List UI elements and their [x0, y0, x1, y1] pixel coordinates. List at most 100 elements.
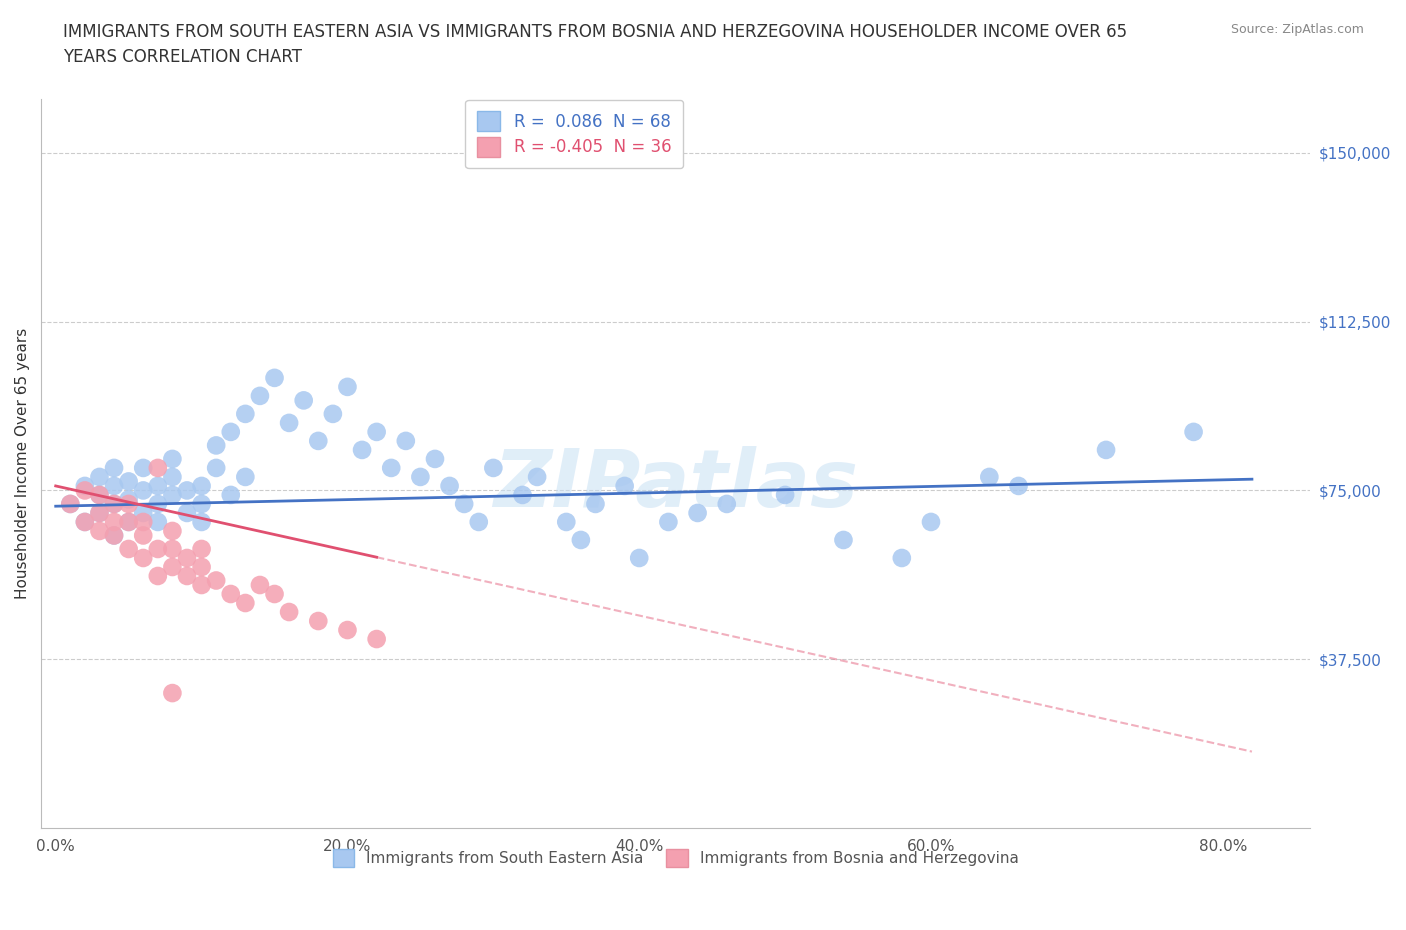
Point [190, 578, 212, 592]
Point [103, 460, 125, 475]
Point [263, 587, 285, 602]
Point [89, 524, 111, 538]
Point [278, 416, 301, 431]
Point [146, 568, 169, 583]
Point [773, 487, 796, 502]
Point [686, 506, 709, 521]
Point [205, 460, 228, 475]
Point [322, 406, 344, 421]
Point [657, 514, 679, 529]
Point [307, 433, 329, 448]
Point [716, 497, 738, 512]
Legend: Immigrants from South Eastern Asia, Immigrants from Bosnia and Herzegovina: Immigrants from South Eastern Asia, Immi… [321, 837, 1031, 879]
Point [526, 470, 548, 485]
Point [117, 474, 139, 489]
Point [146, 497, 169, 512]
Point [146, 460, 169, 475]
Point [162, 541, 184, 556]
Point [176, 551, 198, 565]
Point [205, 573, 228, 588]
Point [336, 622, 359, 637]
Point [352, 443, 374, 458]
Point [73, 514, 96, 529]
Point [979, 470, 1001, 485]
Point [117, 514, 139, 529]
Point [190, 560, 212, 575]
Point [89, 487, 111, 502]
Point [89, 487, 111, 502]
Point [162, 685, 184, 700]
Point [162, 524, 184, 538]
Point [292, 393, 315, 408]
Point [453, 497, 475, 512]
Point [395, 433, 418, 448]
Point [103, 497, 125, 512]
Point [132, 506, 155, 521]
Point [103, 528, 125, 543]
Point [132, 483, 155, 498]
Point [117, 514, 139, 529]
Point [219, 424, 242, 439]
Point [439, 479, 461, 494]
Point [468, 514, 491, 529]
Point [219, 487, 242, 502]
Text: IMMIGRANTS FROM SOUTH EASTERN ASIA VS IMMIGRANTS FROM BOSNIA AND HERZEGOVINA HOU: IMMIGRANTS FROM SOUTH EASTERN ASIA VS IM… [63, 23, 1128, 66]
Point [585, 497, 607, 512]
Point [89, 470, 111, 485]
Point [73, 483, 96, 498]
Point [249, 578, 271, 592]
Point [162, 451, 184, 466]
Point [162, 470, 184, 485]
Point [1182, 424, 1205, 439]
Point [73, 514, 96, 529]
Point [190, 479, 212, 494]
Point [307, 614, 329, 629]
Point [117, 492, 139, 507]
Point [190, 541, 212, 556]
Point [409, 470, 432, 485]
Point [249, 389, 271, 404]
Point [132, 551, 155, 565]
Point [132, 514, 155, 529]
Point [336, 379, 359, 394]
Point [146, 514, 169, 529]
Point [103, 514, 125, 529]
Point [380, 460, 402, 475]
Point [423, 451, 446, 466]
Point [512, 487, 534, 502]
Point [235, 470, 257, 485]
Point [176, 506, 198, 521]
Point [613, 479, 636, 494]
Point [146, 541, 169, 556]
Point [219, 587, 242, 602]
Point [162, 487, 184, 502]
Point [263, 370, 285, 385]
Point [1007, 479, 1029, 494]
Point [103, 479, 125, 494]
Point [176, 483, 198, 498]
Point [103, 497, 125, 512]
Point [117, 541, 139, 556]
Point [832, 533, 855, 548]
Point [366, 631, 388, 646]
Point [132, 528, 155, 543]
Point [117, 497, 139, 512]
Point [569, 533, 592, 548]
Point [920, 514, 942, 529]
Point [89, 506, 111, 521]
Point [235, 406, 257, 421]
Point [132, 460, 155, 475]
Point [482, 460, 505, 475]
Point [59, 497, 82, 512]
Y-axis label: Householder Income Over 65 years: Householder Income Over 65 years [15, 327, 30, 599]
Point [59, 497, 82, 512]
Point [176, 568, 198, 583]
Point [146, 479, 169, 494]
Text: ZIPatlas: ZIPatlas [494, 446, 858, 525]
Point [890, 551, 912, 565]
Point [190, 497, 212, 512]
Point [366, 424, 388, 439]
Point [190, 514, 212, 529]
Point [1095, 443, 1118, 458]
Point [628, 551, 651, 565]
